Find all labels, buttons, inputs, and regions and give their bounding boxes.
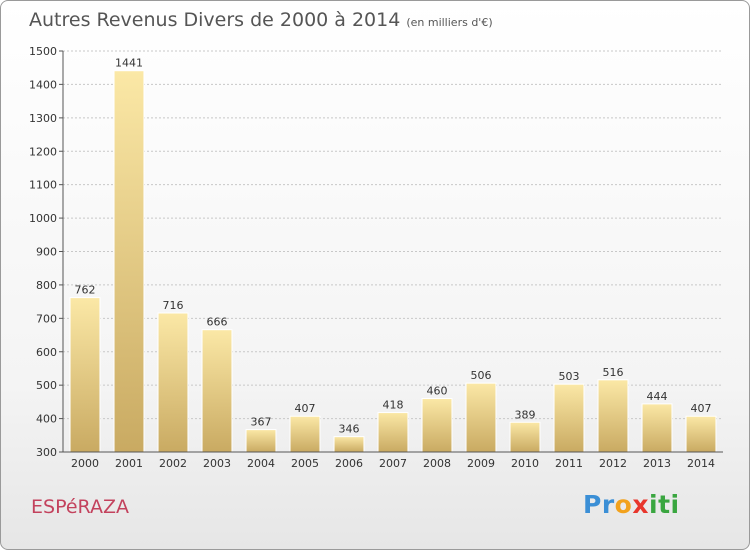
y-tick-label: 1400: [29, 78, 57, 91]
y-axis: 300 400 500 600 700 800 900 1000 1100 1200 1300 140…: [29, 45, 64, 459]
x-tick-label-2009: 2009: [467, 457, 495, 470]
x-tick-label-2013: 2013: [643, 457, 671, 470]
x-tick-label-2008: 2008: [423, 457, 451, 470]
y-tick-label: 800: [36, 279, 57, 292]
value-label-2013: 444: [647, 390, 668, 403]
x-tick-label-2011: 2011: [555, 457, 583, 470]
value-label-2012: 516: [603, 366, 624, 379]
logo-letter: t: [658, 490, 671, 519]
x-tick-label-2007: 2007: [379, 457, 407, 470]
bar-2007: [377, 412, 409, 453]
y-tick-label: 400: [36, 413, 57, 426]
logo-letter: x: [632, 490, 649, 519]
value-label-2001: 1441: [115, 57, 143, 70]
x-tick-label-2005: 2005: [291, 457, 319, 470]
x-tick-label-2002: 2002: [159, 457, 187, 470]
value-label-2002: 716: [163, 299, 184, 312]
y-tick-label: 700: [36, 312, 57, 325]
chart-title: Autres Revenus Divers de 2000 à 2014 (en …: [29, 9, 493, 31]
value-label-2008: 460: [427, 385, 448, 398]
x-tick-label-2012: 2012: [599, 457, 627, 470]
x-tick-label-2006: 2006: [335, 457, 363, 470]
bar-2003: [201, 329, 233, 453]
logo-letter: o: [614, 490, 633, 519]
bar-2008: [421, 398, 453, 453]
value-label-2000: 762: [75, 284, 96, 297]
y-tick-label: 600: [36, 346, 57, 359]
y-tick-label: 1000: [29, 212, 57, 225]
x-axis: 2000 2001 2002 2003 2004 2005 2006 2007 2008 2009…: [63, 451, 723, 470]
y-tick-label: 1100: [29, 179, 57, 192]
value-label-2003: 666: [207, 316, 228, 329]
x-tick-label-2001: 2001: [115, 457, 143, 470]
value-label-2006: 346: [339, 423, 360, 436]
logo-letter: i: [670, 490, 680, 519]
chart-title-unit: (en milliers d'€): [406, 16, 493, 29]
value-label-2010: 389: [515, 408, 536, 421]
chart-title-main: Autres Revenus Divers de 2000 à 2014: [29, 9, 401, 31]
logo-letter: P: [583, 490, 602, 519]
bar-2004: [245, 429, 277, 453]
x-tick-label-2010: 2010: [511, 457, 539, 470]
value-label-2011: 503: [559, 370, 580, 383]
value-label-2005: 407: [295, 402, 316, 415]
y-tick-label: 500: [36, 379, 57, 392]
bar-2001: [113, 70, 145, 453]
value-label-2004: 367: [251, 416, 272, 429]
proxiti-logo: Proxiti: [583, 490, 680, 519]
y-tick-label: 1500: [29, 45, 57, 58]
data-labels: 762 1441 716 666 367 407 346 418 460 506 389 503 516…: [75, 57, 712, 436]
x-tick-label-2003: 2003: [203, 457, 231, 470]
bar-2000: [69, 297, 101, 453]
bar-2012: [597, 379, 629, 453]
y-tick-label: 1300: [29, 112, 57, 125]
bar-2014: [685, 415, 717, 453]
x-tick-label-2004: 2004: [247, 457, 275, 470]
bars: [69, 70, 717, 453]
logo-letter: i: [649, 490, 659, 519]
bar-2002: [157, 312, 189, 453]
value-label-2007: 418: [383, 399, 404, 412]
bar-2005: [289, 415, 321, 453]
bar-2010: [509, 421, 541, 453]
bar-2009: [465, 382, 497, 453]
bar-2011: [553, 383, 585, 453]
bar-2006: [333, 436, 365, 453]
y-tick-label: 900: [36, 246, 57, 259]
y-tick-label: 300: [36, 446, 57, 459]
commune-name: ESPéRAZA: [31, 496, 129, 518]
value-label-2009: 506: [471, 369, 492, 382]
y-tick-label: 1200: [29, 145, 57, 158]
bar-2013: [641, 403, 673, 453]
x-tick-label-2014: 2014: [687, 457, 715, 470]
value-label-2014: 407: [691, 402, 712, 415]
logo-letter: r: [601, 490, 615, 519]
x-tick-label-2000: 2000: [71, 457, 99, 470]
